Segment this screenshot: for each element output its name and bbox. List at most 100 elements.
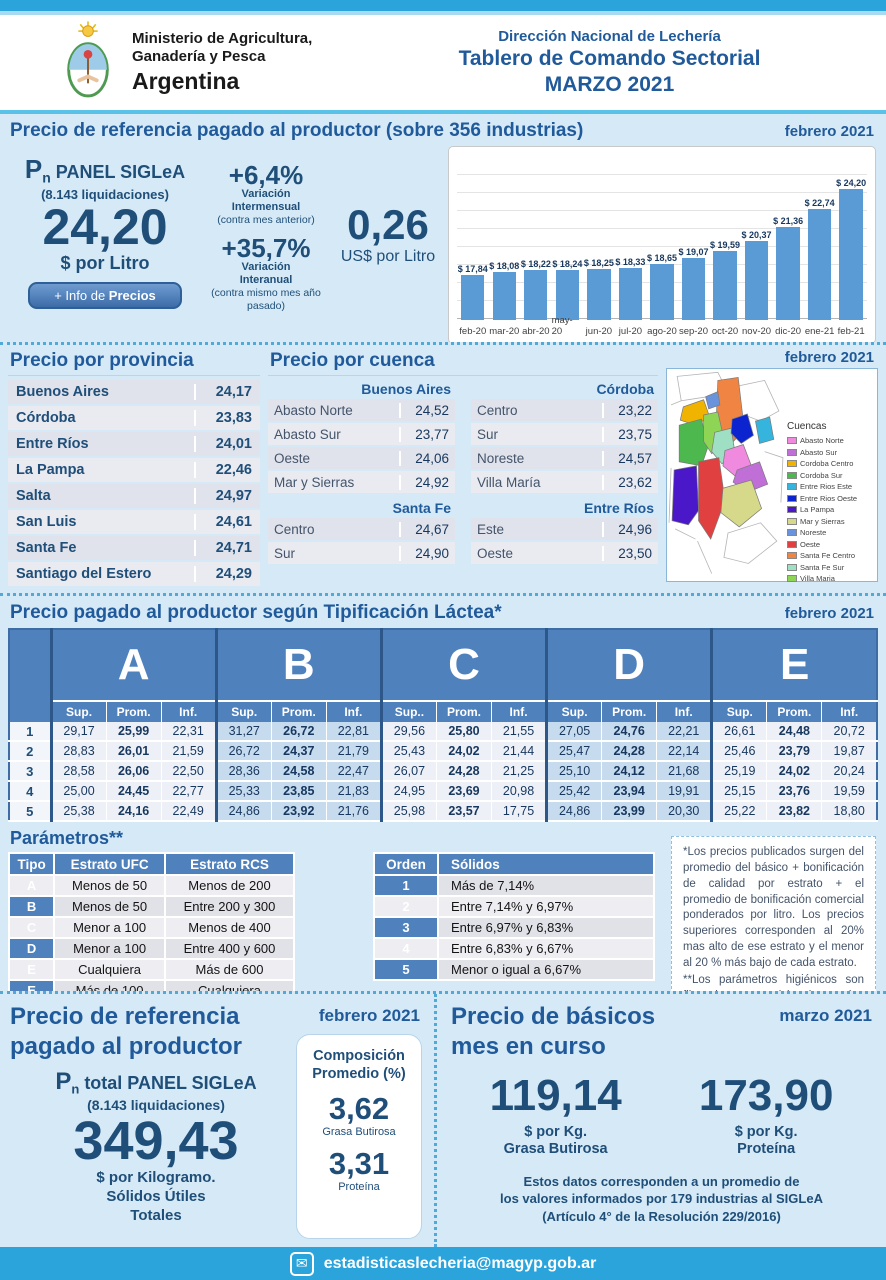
cuenca-name: Sur	[274, 545, 296, 561]
bar	[650, 263, 674, 320]
province-value: 23,83	[194, 410, 252, 426]
province-value: 24,01	[194, 436, 252, 452]
cuenca-name: Noreste	[477, 450, 525, 466]
composition-title-line2: Promedio (%)	[312, 1066, 406, 1083]
bar	[618, 268, 643, 320]
bar	[555, 269, 580, 320]
bar-month-label: mar-20	[489, 326, 520, 337]
tip-cell: 26,72	[214, 741, 272, 762]
tip-cell: 19,91	[656, 781, 712, 802]
bottom-left-title-line1: Precio de referencia	[10, 1003, 240, 1030]
panel-total-sub-n: n	[71, 1081, 80, 1097]
contact-email[interactable]: estadisticaslecheria@magyp.gob.ar	[323, 1254, 597, 1272]
bar-value-label: $ 19,07	[678, 247, 709, 258]
tip-cell: 21,44	[490, 741, 547, 762]
tip-cell: 21,68	[656, 761, 712, 782]
cuenca-value: 24,67	[399, 521, 449, 537]
tip-cell: 26,01	[105, 741, 162, 762]
legend-swatch	[787, 437, 797, 444]
map-legend: Cuencas Abasto Norte Abasto Sur Cordoba Ce…	[787, 369, 877, 583]
parametros-tipo: A	[7, 874, 56, 897]
tip-cell: 23,79	[766, 741, 822, 762]
cuenca-value: 24,96	[602, 521, 652, 537]
province-name: Buenos Aires	[16, 384, 109, 400]
legend-label: La Pampa	[800, 505, 835, 514]
bottom-left-period: febrero 2021	[318, 1006, 420, 1025]
parametros-table: Tipo Estrato UFC Estrato RCS A Menos de 50 Me…	[7, 852, 296, 991]
info-precios-button[interactable]: + Info de Precios	[28, 281, 182, 309]
cuenca-name: Abasto Norte	[274, 402, 353, 418]
fat-price-value: 119,14	[489, 1071, 622, 1120]
cuenca-region-title: Córdoba	[596, 381, 654, 397]
cuenca-row: Mar y Sierras 24,92	[268, 471, 455, 493]
province-value: 24,29	[194, 566, 252, 582]
panel-total-p: P	[55, 1068, 72, 1095]
cuenca-group: Córdoba Centro 23,22 Sur 23,75 Noreste 24,57 Vi…	[471, 380, 658, 495]
cuenca-name: Oeste	[274, 450, 311, 466]
province-row: Entre Ríos 24,01	[8, 432, 260, 456]
legend-swatch	[787, 552, 797, 559]
legend-label: Abasto Sur	[800, 447, 838, 457]
bar	[492, 271, 516, 320]
org-name: Dirección Nacional de Lechería	[498, 28, 721, 45]
province-value: 24,17	[194, 384, 252, 400]
legend-swatch	[787, 540, 797, 548]
legend-swatch	[787, 448, 797, 456]
ministry-name-line1: Ministerio de Agricultura,	[132, 30, 313, 48]
usd-price-block: 0,26 US$ por Litro	[332, 146, 444, 342]
tip-cell: 23,82	[766, 801, 822, 822]
bar-month-label: feb-20	[459, 326, 487, 337]
parametros-tipo: E	[7, 958, 56, 981]
orden-table: Orden Sólidos 1 Más de 7,14% 2 Entre 7,14% y …	[373, 852, 655, 981]
orden-number: 2	[373, 895, 439, 918]
tip-cell: 28,36	[214, 761, 272, 782]
orden-number: 3	[373, 916, 439, 939]
cuenca-group: Buenos Aires Abasto Norte 24,52 Abasto Sur 2…	[268, 380, 455, 495]
bar	[461, 274, 485, 320]
parametros-title: Parámetros**	[10, 828, 124, 848]
basics-footnote: Estos datos corresponden a un promedio d…	[451, 1173, 872, 1226]
solids-price-value: 349,43	[73, 1110, 239, 1171]
parametros-cell: Menos de 200	[163, 874, 296, 897]
cuenca-tables: Buenos Aires Abasto Norte 24,52 Abasto Sur 2…	[268, 380, 658, 566]
bar	[807, 208, 832, 320]
price-history-chart: $ 17,84 feb-20 $ 18,08 mar-20 $ 18,22 abr-20 $…	[448, 146, 876, 342]
orden-header: Sólidos	[437, 852, 655, 876]
protein-price-block: 173,90 $ por Kg. Proteína	[699, 1074, 834, 1159]
tip-row: 5 25,38 24,16 22,49 24,86 23,92 21,76 25,98 23,5…	[9, 801, 877, 822]
tip-cell: 26,72	[270, 722, 327, 742]
cuenca-region-title: Buenos Aires	[361, 381, 451, 397]
protein-price-value: 173,90	[698, 1071, 834, 1120]
section-bottom: Precio de referencia pagado al productor…	[0, 994, 886, 1247]
bar	[587, 269, 611, 320]
cuenca-value: 23,62	[602, 474, 652, 490]
tip-cell: 25,43	[379, 741, 437, 762]
cuenca-value: 23,22	[602, 402, 652, 418]
legend-item: Abasto Norte	[787, 436, 873, 445]
tip-cell: 24,16	[105, 801, 162, 822]
cuenca-region-title: Entre Ríos	[583, 500, 654, 516]
province-panel-title: Precio por provincia	[8, 349, 260, 376]
parametros-cell: Entre 400 y 600	[163, 937, 296, 960]
panel-price-block: Pn PANEL SIGLeA (8.143 liquidaciones) 24…	[10, 146, 200, 342]
province-row: San Luis 24,61	[8, 510, 260, 534]
legend-swatch	[787, 494, 797, 502]
bar	[744, 240, 769, 320]
tip-cell: 22,47	[325, 761, 382, 782]
legend-swatch	[787, 483, 797, 490]
bar-month-label: may-20	[551, 315, 573, 337]
legend-item: Oeste	[787, 540, 873, 549]
legend-item: Cordoba Centro	[787, 459, 873, 468]
legend-label: Cordoba Sur	[800, 470, 843, 480]
section1-title: Precio de referencia pagado al productor…	[10, 120, 584, 141]
bar-value-label: $ 18,25	[583, 258, 614, 269]
parametros-cell: Entre 200 y 300	[163, 895, 296, 918]
tip-group-letter: A	[51, 629, 217, 702]
cuenca-map-panel: febrero 2021	[666, 349, 878, 589]
tip-subheader: Sup.	[50, 701, 107, 722]
footer: ✉ estadisticaslecheria@magyp.gob.ar	[0, 1247, 886, 1280]
bar-month-label: abr-20	[522, 326, 550, 337]
yearly-variation-label1: Variación	[241, 260, 291, 273]
cuenca-row: Centro 23,22	[471, 399, 658, 421]
liquidations-note: (8.143 liquidaciones)	[41, 186, 169, 202]
